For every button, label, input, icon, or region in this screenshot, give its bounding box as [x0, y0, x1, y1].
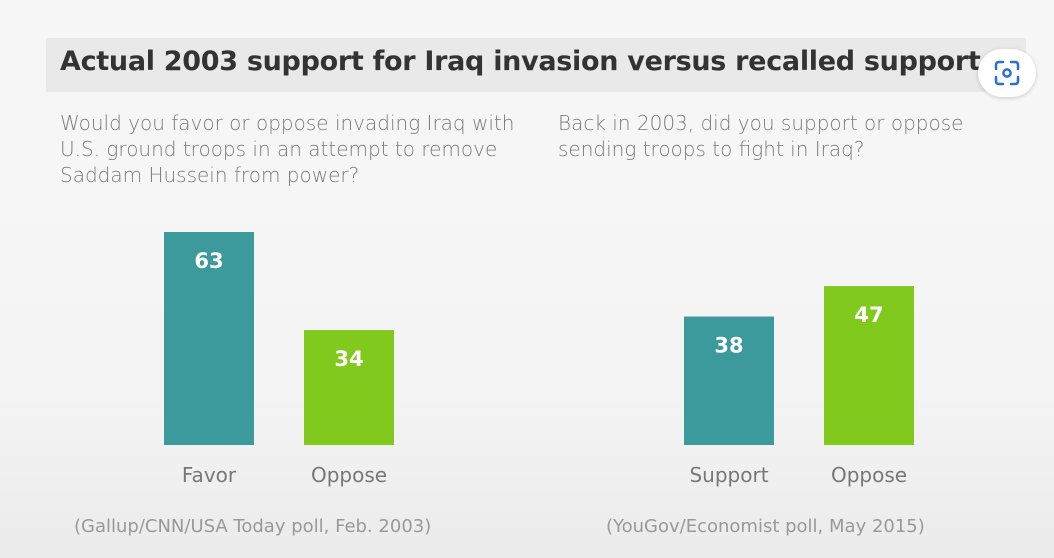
- page-title: Actual 2003 support for Iraq invasion ve…: [60, 46, 981, 77]
- bar-oppose-0: [304, 330, 394, 445]
- value-label-favor-0: 63: [194, 249, 223, 273]
- source-gallup: (Gallup/CNN/USA Today poll, Feb. 2003): [74, 516, 432, 537]
- title-bar: [46, 38, 1026, 92]
- value-label-oppose-1: 47: [854, 303, 883, 327]
- category-label-support-1: Support: [689, 463, 768, 487]
- category-label-oppose-1: Oppose: [831, 463, 907, 487]
- value-label-support-1: 38: [714, 334, 743, 358]
- lens-scan-icon: [994, 60, 1020, 86]
- lens-scan-button[interactable]: [978, 49, 1036, 97]
- category-label-oppose-0: Oppose: [311, 463, 387, 487]
- bar-favor-0: [164, 232, 254, 445]
- bar-support-1: [684, 316, 774, 445]
- question-2003: Would you favor or oppose invading Iraq …: [60, 111, 515, 187]
- category-label-favor-0: Favor: [182, 463, 237, 487]
- source-yougov: (YouGov/Economist poll, May 2015): [606, 516, 925, 537]
- value-label-oppose-0: 34: [334, 347, 363, 371]
- bar-oppose-1: [824, 286, 914, 445]
- question-2015: Back in 2003, did you support or oppose …: [558, 111, 964, 161]
